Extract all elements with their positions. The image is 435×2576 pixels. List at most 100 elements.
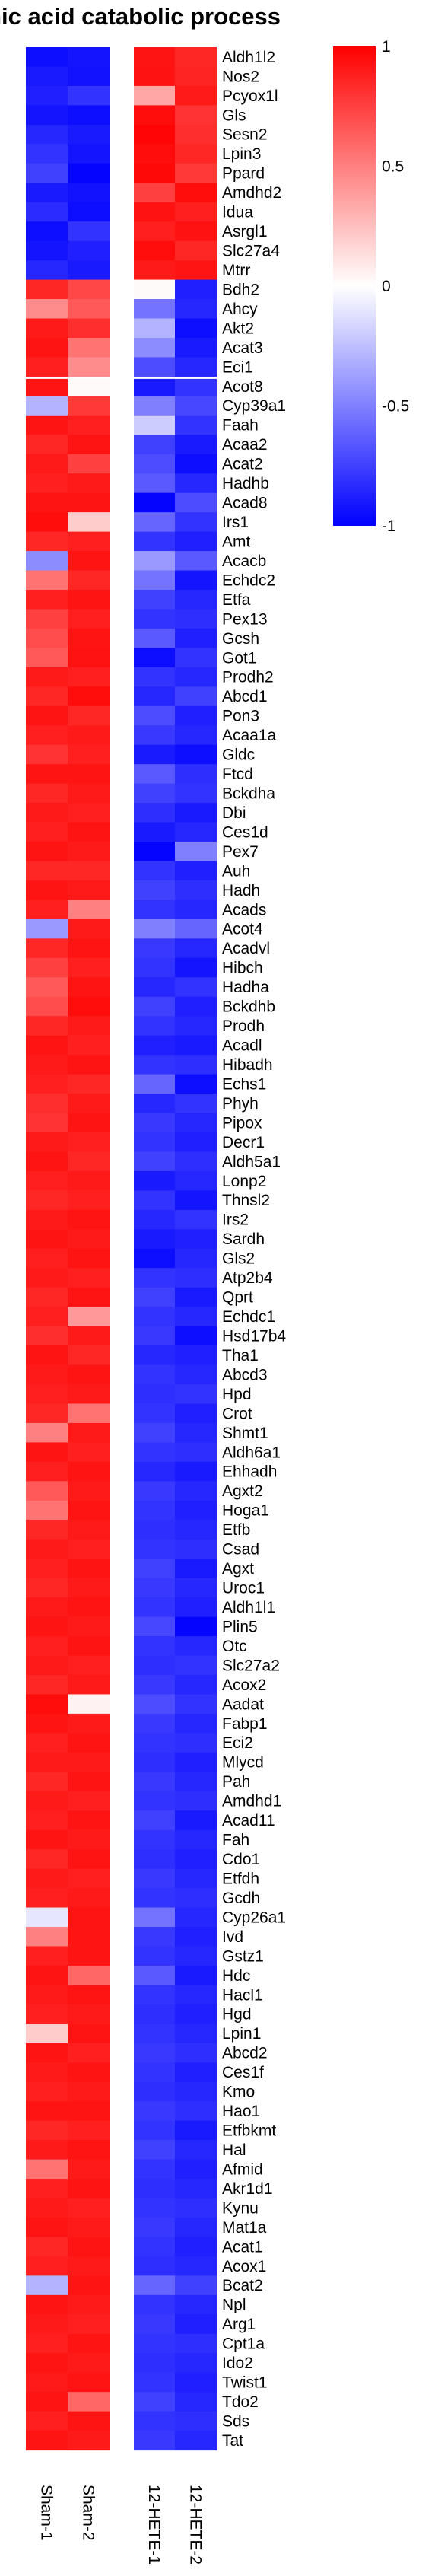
heatmap-cell (26, 1170, 68, 1191)
heatmap-cell (134, 1539, 175, 1559)
row-label: Gcsh (222, 630, 259, 648)
heatmap-cell (26, 551, 68, 572)
heatmap-cell (175, 919, 217, 939)
heatmap-cell (175, 1713, 217, 1734)
heatmap-cell (134, 1810, 175, 1831)
heatmap-cell (175, 1752, 217, 1772)
heatmap-cell (26, 2353, 68, 2374)
heatmap-cell (68, 2392, 110, 2412)
heatmap-cell (175, 415, 217, 435)
heatmap-cell (68, 2333, 110, 2354)
heatmap-cell (26, 957, 68, 978)
heatmap-cell (26, 1772, 68, 1792)
row-label: Etfa (222, 591, 251, 609)
row-label: Idua (222, 204, 253, 221)
row-label: Auh (222, 862, 250, 880)
heatmap-cell (68, 609, 110, 629)
row-label: Pex13 (222, 610, 268, 628)
heatmap-cell (175, 163, 217, 183)
heatmap-cell (26, 1733, 68, 1753)
row-label: Acad8 (222, 495, 268, 512)
heatmap-cell (134, 1674, 175, 1696)
row-label: Kmo (222, 2084, 255, 2101)
heatmap-cell (68, 589, 110, 610)
heatmap-cell (26, 183, 68, 203)
heatmap-cell (26, 2179, 68, 2199)
heatmap-cell (134, 1752, 175, 1772)
heatmap-cell (68, 396, 110, 416)
heatmap-cell (68, 1655, 110, 1676)
heatmap-cell (26, 1016, 68, 1036)
heatmap-cell (134, 880, 175, 901)
row-label: Pipox (222, 1114, 262, 1132)
heatmap-cell (68, 957, 110, 978)
heatmap-cell (68, 1403, 110, 1424)
heatmap-cell (68, 1578, 110, 1598)
heatmap-cell (26, 667, 68, 687)
row-label: Aldh1l2 (222, 49, 275, 66)
row-label: Asrgl1 (222, 223, 268, 240)
heatmap-cell (68, 861, 110, 881)
heatmap-cell (68, 667, 110, 687)
heatmap-cell (175, 764, 217, 785)
color-legend: 1 0.5 0 -0.5 -1 (333, 38, 409, 535)
row-label: Tdo2 (222, 2393, 259, 2411)
heatmap-cell (175, 2004, 217, 2024)
heatmap-cell (175, 1268, 217, 1288)
chart-title: ...anic acid catabolic process (0, 3, 281, 30)
heatmap-cell (26, 299, 68, 320)
row-label: Decr1 (222, 1134, 265, 1151)
heatmap-cell (134, 803, 175, 823)
heatmap-cell (175, 183, 217, 203)
heatmap-cell (26, 279, 68, 300)
heatmap-cell (175, 2101, 217, 2122)
row-label: Pex7 (222, 843, 259, 861)
heatmap-cell (134, 1170, 175, 1191)
heatmap-cell (68, 1888, 110, 1909)
heatmap-cell (175, 1035, 217, 1056)
heatmap-cell (68, 1055, 110, 1075)
heatmap-cell (175, 1113, 217, 1133)
heatmap-cell (26, 1907, 68, 1928)
heatmap-cell (68, 1074, 110, 1094)
heatmap-cell (134, 1268, 175, 1288)
heatmap-cell (134, 163, 175, 183)
heatmap-cell (26, 1384, 68, 1405)
heatmap-cell (134, 144, 175, 164)
heatmap-cell (68, 378, 110, 396)
heatmap-cell (68, 2159, 110, 2180)
heatmap-cell (68, 783, 110, 804)
heatmap-cell (68, 2237, 110, 2257)
row-label: Echs1 (222, 1075, 266, 1093)
heatmap-cell (26, 1985, 68, 2005)
heatmap-cell (68, 2024, 110, 2044)
row-label: Dbi (222, 804, 246, 822)
heatmap-cell (175, 124, 217, 145)
heatmap-cell (175, 2256, 217, 2276)
heatmap-cell (175, 1345, 217, 1366)
heatmap-cell (26, 2081, 68, 2102)
heatmap-cell (134, 977, 175, 998)
heatmap-cell (134, 492, 175, 513)
heatmap-cell (26, 803, 68, 823)
row-label: Amdhd1 (222, 1793, 281, 1810)
heatmap-cell (68, 2372, 110, 2393)
heatmap-cell (134, 589, 175, 610)
heatmap-cell (68, 1829, 110, 1850)
heatmap-cell (175, 202, 217, 222)
heatmap-cell (26, 1481, 68, 1501)
heatmap-cell (175, 803, 217, 823)
row-label: Crot (222, 1405, 252, 1422)
heatmap-cell (134, 2101, 175, 2122)
heatmap-cell (175, 531, 217, 552)
heatmap-cell (134, 1927, 175, 1947)
heatmap-cell (134, 2256, 175, 2276)
heatmap-cell (175, 1946, 217, 1966)
row-label: Gldc (222, 747, 255, 764)
heatmap-cell (26, 1074, 68, 1094)
heatmap-cell (68, 124, 110, 145)
heatmap-cell (68, 1539, 110, 1559)
heatmap-cell (68, 1965, 110, 1985)
row-label: Prodh (222, 1017, 265, 1035)
heatmap-cell (134, 957, 175, 978)
